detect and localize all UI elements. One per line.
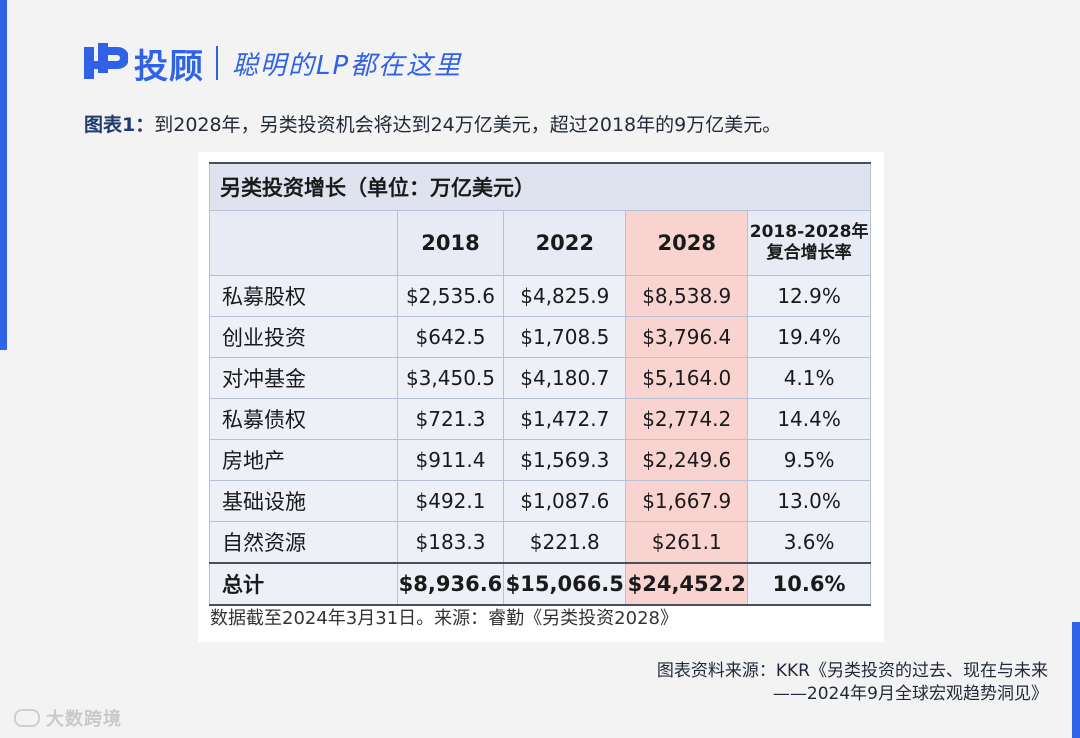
cell-2022: $1,472.7 [503,398,627,440]
table-row: 私募股权 $2,535.6 $4,825.9 $8,538.9 12.9% [209,275,871,317]
caption-label: 图表1： [84,114,155,136]
row-label: 房地产 [209,439,398,481]
cell-2022: $4,180.7 [503,357,627,399]
table-panel: 另类投资增长（单位：万亿美元） 2018 2022 2028 2018-2028… [198,152,884,642]
table-source-note: 数据截至2024年3月31日。来源：睿勤《另类投资2028》 [210,608,678,629]
header-cagr: 2018-2028年 复合增长率 [747,210,871,276]
header-divider [216,46,218,80]
row-label: 创业投资 [209,316,398,358]
row-label: 私募债权 [209,398,398,440]
cell-2022: $1,569.3 [503,439,627,481]
header-2028: 2028 [625,210,749,276]
header-2022: 2022 [503,210,627,276]
header-cagr-line1: 2018-2028年 [749,221,869,242]
cell-2022: $1,087.6 [503,480,627,522]
cell-2028: $3,796.4 [625,316,749,358]
total-2022: $15,066.5 [503,562,627,606]
row-label: 基础设施 [209,480,398,522]
cell-2018: $492.1 [396,480,505,522]
cell-2028: $261.1 [625,521,749,564]
table-title: 另类投资增长（单位：万亿美元） [209,162,871,211]
cell-cagr: 13.0% [747,480,871,522]
total-2018: $8,936.6 [396,562,505,606]
cell-2022: $1,708.5 [503,316,627,358]
table-row: 基础设施 $492.1 $1,087.6 $1,667.9 13.0% [209,480,871,522]
cell-cagr: 12.9% [747,275,871,317]
left-accent-bar [0,0,7,350]
row-label: 私募股权 [209,275,398,317]
header-logo: 投顾 聪明的LP都在这里 [84,40,463,87]
cell-2028: $1,667.9 [625,480,749,522]
cell-2022: $4,825.9 [503,275,627,317]
cell-2018: $642.5 [396,316,505,358]
caption-text: 到2028年，另类投资机会将达到24万亿美元，超过2018年的9万亿美元。 [154,114,782,136]
cell-2018: $183.3 [396,521,505,564]
cell-cagr: 3.6% [747,521,871,564]
total-2028: $24,452.2 [625,562,749,606]
footer-source: 图表资料来源：KKR《另类投资的过去、现在与未来 ——2024年9月全球宏观趋势… [657,660,1048,706]
cell-cagr: 9.5% [747,439,871,481]
cell-2018: $721.3 [396,398,505,440]
cell-2022: $221.8 [503,521,627,564]
total-cagr: 10.6% [747,562,871,606]
header-2018: 2018 [396,210,505,276]
header-cagr-line2: 复合增长率 [766,243,852,263]
cell-2028: $5,164.0 [625,357,749,399]
cell-cagr: 19.4% [747,316,871,358]
table-row: 创业投资 $642.5 $1,708.5 $3,796.4 19.4% [209,316,871,358]
cell-2018: $3,450.5 [396,357,505,399]
table-body: 私募股权 $2,535.6 $4,825.9 $8,538.9 12.9% 创业投资 $64… [209,275,871,564]
right-accent-bar [1072,622,1080,738]
table-row: 对冲基金 $3,450.5 $4,180.7 $5,164.0 4.1% [209,357,871,399]
row-label: 自然资源 [209,521,398,564]
watermark: 大数跨境 [14,705,122,731]
cell-cagr: 4.1% [747,357,871,399]
table-row: 房地产 $911.4 $1,569.3 $2,249.6 9.5% [209,439,871,481]
table-row: 自然资源 $183.3 $221.8 $261.1 3.6% [209,521,871,564]
total-label: 总计 [209,562,398,606]
growth-table: 另类投资增长（单位：万亿美元） 2018 2022 2028 2018-2028… [209,162,871,606]
header-empty [209,210,398,276]
cell-2018: $911.4 [396,439,505,481]
figure-caption: 图表1：到2028年，另类投资机会将达到24万亿美元，超过2018年的9万亿美元… [84,110,781,137]
cell-2028: $2,249.6 [625,439,749,481]
footer-source-line2: ——2024年9月全球宏观趋势洞见》 [772,683,1048,704]
row-label: 对冲基金 [209,357,398,399]
brand-logo-icon [84,43,128,79]
table-row: 私募债权 $721.3 $1,472.7 $2,774.2 14.4% [209,398,871,440]
cell-cagr: 14.4% [747,398,871,440]
footer-source-line1: 图表资料来源：KKR《另类投资的过去、现在与未来 [656,661,1048,681]
cell-2028: $8,538.9 [625,275,749,317]
slogan: 聪明的LP都在这里 [232,50,463,81]
total-row: 总计 $8,936.6 $15,066.5 $24,452.2 10.6% [209,562,871,606]
watermark-text: 大数跨境 [46,709,122,730]
brand-name: 投顾 [134,46,204,87]
cell-2018: $2,535.6 [396,275,505,317]
watermark-icon [14,709,40,727]
cell-2028: $2,774.2 [625,398,749,440]
